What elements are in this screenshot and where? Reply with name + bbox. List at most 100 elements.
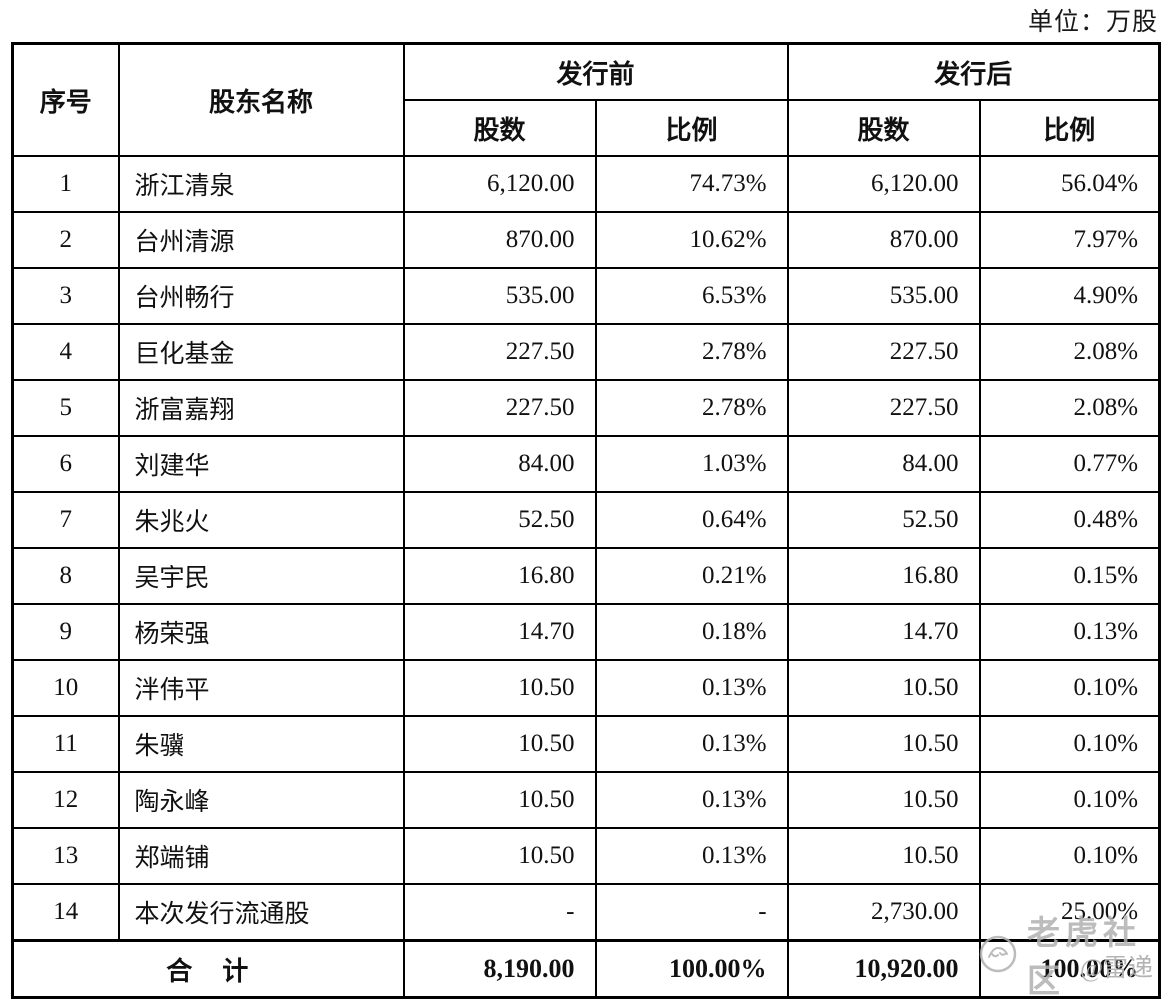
header-pre-shares: 股数 bbox=[402, 99, 597, 157]
row-pre-shares: 16.80 bbox=[402, 547, 597, 605]
row-post-shares: 10.50 bbox=[786, 659, 981, 717]
table-row: 7 朱兆火 52.50 0.64% 52.50 0.48% bbox=[11, 491, 1161, 549]
row-pre-ratio: 0.64% bbox=[594, 491, 789, 549]
total-post-ratio: 100.00% bbox=[978, 939, 1161, 999]
row-shareholder: 泮伟平 bbox=[117, 659, 405, 717]
row-post-shares: 2,730.00 bbox=[786, 883, 981, 942]
row-post-shares: 16.80 bbox=[786, 547, 981, 605]
row-pre-shares: 6,120.00 bbox=[402, 155, 597, 213]
row-shareholder: 朱兆火 bbox=[117, 491, 405, 549]
table-row: 5 浙富嘉翔 227.50 2.78% 227.50 2.08% bbox=[11, 379, 1161, 437]
header-col-serial: 序号 bbox=[11, 42, 120, 157]
row-post-shares: 227.50 bbox=[786, 379, 981, 437]
row-pre-shares: 10.50 bbox=[402, 715, 597, 773]
table-row: 10 泮伟平 10.50 0.13% 10.50 0.10% bbox=[11, 659, 1161, 717]
header-post-ratio: 比例 bbox=[978, 99, 1161, 157]
row-shareholder: 浙江清泉 bbox=[117, 155, 405, 213]
header-row-groups: 序号 股东名称 发行前 发行后 bbox=[11, 42, 1161, 157]
table-row: 2 台州清源 870.00 10.62% 870.00 7.97% bbox=[11, 211, 1161, 269]
row-shareholder: 本次发行流通股 bbox=[117, 883, 405, 942]
total-pre-ratio: 100.00% bbox=[594, 939, 789, 999]
row-serial: 13 bbox=[11, 827, 120, 885]
row-pre-shares: 10.50 bbox=[402, 827, 597, 885]
header-col-shareholder-name: 股东名称 bbox=[117, 42, 405, 157]
row-post-ratio: 0.77% bbox=[978, 435, 1161, 493]
row-serial: 12 bbox=[11, 771, 120, 829]
row-serial: 3 bbox=[11, 267, 120, 325]
row-pre-ratio: 0.13% bbox=[594, 827, 789, 885]
row-serial: 9 bbox=[11, 603, 120, 661]
row-shareholder: 陶永峰 bbox=[117, 771, 405, 829]
header-row-subcolumns: 股数 比例 股数 比例 bbox=[13, 99, 1161, 157]
table-row: 3 台州畅行 535.00 6.53% 535.00 4.90% bbox=[11, 267, 1161, 325]
row-pre-shares: 52.50 bbox=[402, 491, 597, 549]
row-pre-ratio: 0.18% bbox=[594, 603, 789, 661]
row-post-ratio: 4.90% bbox=[978, 267, 1161, 325]
row-pre-shares: 84.00 bbox=[402, 435, 597, 493]
row-pre-ratio: 1.03% bbox=[594, 435, 789, 493]
row-serial: 2 bbox=[11, 211, 120, 269]
table-row: 13 郑端铺 10.50 0.13% 10.50 0.10% bbox=[11, 827, 1161, 885]
total-row: 合 计 8,190.00 100.00% 10,920.00 100.00% bbox=[11, 939, 1161, 999]
row-post-ratio: 0.10% bbox=[978, 771, 1161, 829]
row-shareholder: 台州清源 bbox=[117, 211, 405, 269]
row-pre-ratio: 2.78% bbox=[594, 379, 789, 437]
row-serial: 14 bbox=[11, 883, 120, 942]
row-pre-shares: 14.70 bbox=[402, 603, 597, 661]
row-pre-ratio: 0.21% bbox=[594, 547, 789, 605]
table-row: 6 刘建华 84.00 1.03% 84.00 0.77% bbox=[11, 435, 1161, 493]
table-row: 11 朱骥 10.50 0.13% 10.50 0.10% bbox=[11, 715, 1161, 773]
row-post-shares: 84.00 bbox=[786, 435, 981, 493]
row-serial: 4 bbox=[11, 323, 120, 381]
row-shareholder: 杨荣强 bbox=[117, 603, 405, 661]
table-row: 4 巨化基金 227.50 2.78% 227.50 2.08% bbox=[11, 323, 1161, 381]
row-shareholder: 巨化基金 bbox=[117, 323, 405, 381]
row-serial: 7 bbox=[11, 491, 120, 549]
row-post-ratio: 0.15% bbox=[978, 547, 1161, 605]
row-serial: 10 bbox=[11, 659, 120, 717]
row-pre-ratio: 0.13% bbox=[594, 659, 789, 717]
row-post-shares: 14.70 bbox=[786, 603, 981, 661]
table-row: 14 本次发行流通股 - -2,730.00 25.00% bbox=[11, 883, 1161, 942]
row-post-shares: 870.00 bbox=[786, 211, 981, 269]
row-post-ratio: 2.08% bbox=[978, 379, 1161, 437]
row-pre-shares: 10.50 bbox=[402, 771, 597, 829]
unit-label: 单位：万股 bbox=[1027, 9, 1158, 36]
row-serial: 1 bbox=[11, 155, 120, 213]
table-row: 1 浙江清泉 6,120.00 74.73% 6,120.00 56.04% bbox=[11, 155, 1161, 213]
table-row: 8 吴宇民 16.80 0.21% 16.80 0.15% bbox=[11, 547, 1161, 605]
header-group-post-issuance: 发行后 bbox=[786, 42, 1161, 101]
row-shareholder: 郑端铺 bbox=[117, 827, 405, 885]
row-pre-ratio: 2.78% bbox=[594, 323, 789, 381]
row-pre-ratio: 10.62% bbox=[594, 211, 789, 269]
shareholder-table: 序号 股东名称 发行前 发行后 股数 比例 股数 比例 1 浙江清泉 6,120.0… bbox=[11, 42, 1162, 999]
row-serial: 5 bbox=[11, 379, 120, 437]
total-post-shares: 10,920.00 bbox=[786, 939, 981, 999]
row-post-ratio: 0.10% bbox=[978, 715, 1161, 773]
row-shareholder: 刘建华 bbox=[117, 435, 405, 493]
row-pre-shares: 227.50 bbox=[402, 323, 597, 381]
row-post-ratio: 0.10% bbox=[978, 827, 1161, 885]
total-pre-shares: 8,190.00 bbox=[402, 939, 597, 999]
row-pre-ratio: - bbox=[594, 883, 789, 942]
table-row: 9 杨荣强 14.70 0.18% 14.70 0.13% bbox=[11, 603, 1161, 661]
header-group-pre-issuance: 发行前 bbox=[402, 42, 789, 101]
row-serial: 8 bbox=[11, 547, 120, 605]
row-pre-ratio: 0.13% bbox=[594, 715, 789, 773]
row-post-ratio: 0.48% bbox=[978, 491, 1161, 549]
row-shareholder: 浙富嘉翔 bbox=[117, 379, 405, 437]
table-row: 12 陶永峰 10.50 0.13% 10.50 0.10% bbox=[11, 771, 1161, 829]
row-post-shares: 52.50 bbox=[786, 491, 981, 549]
row-pre-shares: - bbox=[402, 883, 597, 942]
row-post-shares: 10.50 bbox=[786, 827, 981, 885]
row-shareholder: 吴宇民 bbox=[117, 547, 405, 605]
row-post-shares: 535.00 bbox=[786, 267, 981, 325]
row-post-ratio: 0.13% bbox=[978, 603, 1161, 661]
row-serial: 11 bbox=[11, 715, 120, 773]
row-pre-shares: 227.50 bbox=[402, 379, 597, 437]
row-shareholder: 台州畅行 bbox=[117, 267, 405, 325]
row-post-ratio: 56.04% bbox=[978, 155, 1161, 213]
row-post-shares: 227.50 bbox=[786, 323, 981, 381]
row-shareholder: 朱骥 bbox=[117, 715, 405, 773]
row-pre-shares: 535.00 bbox=[402, 267, 597, 325]
